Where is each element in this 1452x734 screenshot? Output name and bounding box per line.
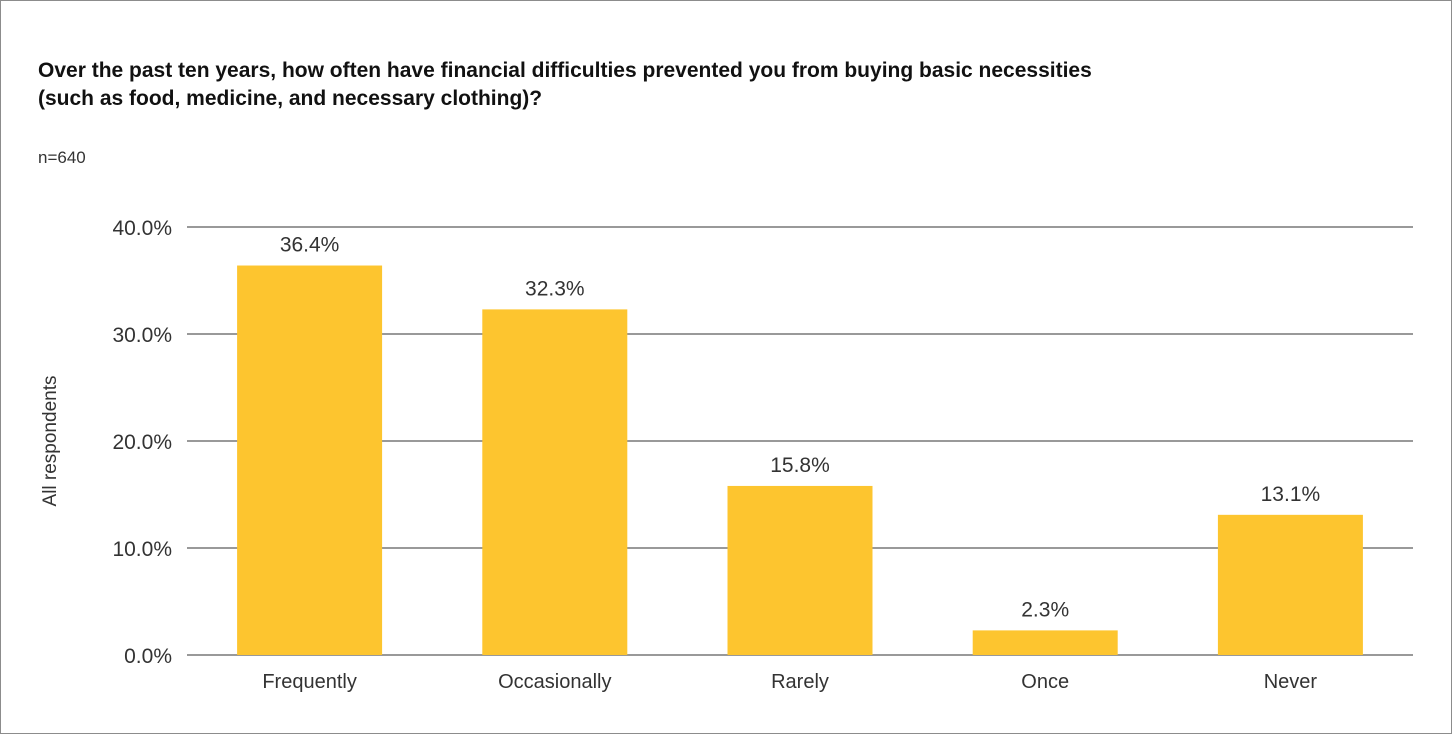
data-label: 15.8% [770,454,830,477]
data-label: 32.3% [525,277,585,300]
data-label: 13.1% [1261,483,1321,506]
chart-title: Over the past ten years, how often have … [38,59,1092,110]
x-tick-label: Never [1264,671,1318,693]
y-tick-label: 10.0% [112,538,172,561]
y-tick-label: 20.0% [112,431,172,454]
data-labels: 36.4% 32.3% 15.8% 2.3% 13.1% [280,234,1320,622]
y-axis-label: All respondents [40,376,61,507]
bar [1217,514,1363,655]
bar [237,265,383,655]
x-tick-label: Rarely [771,671,829,693]
y-tick-label: 30.0% [112,324,172,347]
chart-subtitle: n=640 [38,148,86,167]
data-label: 2.3% [1021,598,1069,621]
y-tick-label: 40.0% [112,217,172,240]
data-label: 36.4% [280,234,340,257]
x-tick-label: Occasionally [498,671,611,693]
y-tick-labels: 0.0% 10.0% 20.0% 30.0% 40.0% [112,217,172,668]
bar [727,485,873,655]
x-tick-labels: Frequently Occasionally Rarely Once Never [262,671,1317,693]
bars [237,265,1363,655]
bar [482,309,628,655]
y-tick-label: 0.0% [124,645,172,668]
x-tick-label: Frequently [262,671,357,693]
x-tick-label: Once [1021,671,1069,693]
bar [972,630,1118,655]
